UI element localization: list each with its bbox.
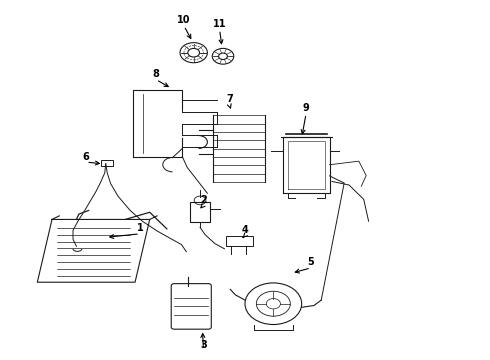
Text: 8: 8 — [153, 69, 160, 79]
Text: 10: 10 — [177, 15, 191, 26]
Text: 3: 3 — [200, 340, 207, 350]
Text: 2: 2 — [200, 195, 207, 205]
Text: 4: 4 — [242, 225, 248, 235]
Bar — [190, 202, 210, 222]
Text: 6: 6 — [83, 152, 90, 162]
Text: 9: 9 — [303, 103, 310, 113]
Text: 1: 1 — [137, 224, 143, 233]
Text: 7: 7 — [226, 94, 233, 104]
Bar — [101, 160, 113, 166]
Bar — [226, 235, 253, 246]
Text: 11: 11 — [213, 19, 226, 29]
Text: 5: 5 — [308, 257, 315, 267]
